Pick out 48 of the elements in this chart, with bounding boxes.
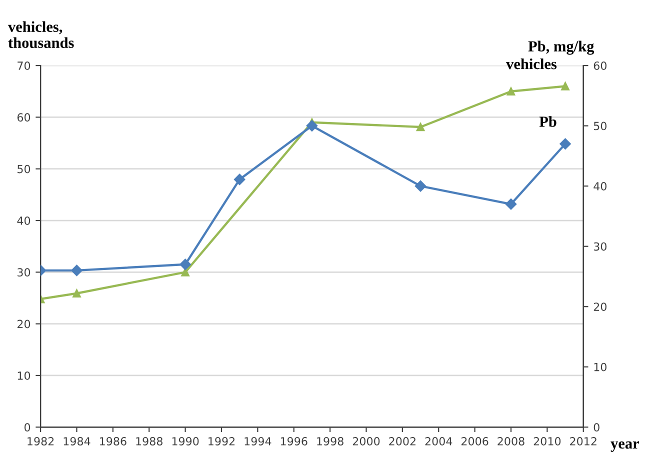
point xyxy=(416,122,425,132)
point xyxy=(71,264,82,276)
y-tick-label: 30 xyxy=(18,268,30,277)
x-tick-label: 1984 xyxy=(64,437,90,446)
x-tick-label: 2000 xyxy=(352,437,380,446)
x-tick-label: 1982 xyxy=(28,437,54,446)
y2-tick-label: 0 xyxy=(594,423,600,432)
point xyxy=(505,198,517,210)
y-tick-label: 40 xyxy=(17,216,30,225)
x-tick-label: 1994 xyxy=(244,437,272,446)
y2-axis-title: Pb, mg/kg xyxy=(528,40,594,55)
x-tick-label: 2008 xyxy=(498,437,524,446)
y2-tick-label: 10 xyxy=(594,362,606,372)
point xyxy=(560,138,571,150)
x-tick-label: 1996 xyxy=(280,437,308,446)
point xyxy=(72,289,81,298)
x-tick-label: 1998 xyxy=(317,437,344,446)
y-tick-label: 20 xyxy=(18,320,30,328)
x-tick-label: 1986 xyxy=(100,437,126,446)
x-tick-label: 2006 xyxy=(461,437,488,446)
x-tick-label: 1988 xyxy=(136,437,162,446)
point xyxy=(180,258,191,270)
x-tick-label: 2010 xyxy=(534,437,561,446)
x-tick-label: 2004 xyxy=(425,437,452,446)
series-label: vehicles xyxy=(506,58,557,70)
x-axis-title: year xyxy=(610,441,640,452)
point xyxy=(181,268,190,276)
y-tick-label: 60 xyxy=(17,113,30,122)
y2-tick-label: 30 xyxy=(594,242,606,251)
y2-tick-label: 40 xyxy=(594,182,606,190)
point xyxy=(506,87,516,96)
y2-tick-label: 20 xyxy=(594,302,606,311)
point xyxy=(234,174,246,186)
y2-tick-label: 60 xyxy=(594,62,606,70)
point xyxy=(414,180,426,192)
point xyxy=(306,120,318,132)
series-label: Pb xyxy=(539,116,556,127)
y-tick-label: 0 xyxy=(24,423,30,432)
y2-tick-label: 50 xyxy=(594,122,606,130)
y-axis-title: vehicles, thousands xyxy=(8,21,74,48)
x-tick-label: 1992 xyxy=(208,437,235,446)
x-tick-label: 2002 xyxy=(389,437,416,446)
y-tick-label: 50 xyxy=(18,164,30,174)
x-tick-label: 2012 xyxy=(570,437,596,446)
x-tick-label: 1990 xyxy=(172,437,199,446)
y-tick-label: 10 xyxy=(18,371,30,380)
point xyxy=(561,82,570,90)
y-tick-label: 70 xyxy=(18,62,30,70)
